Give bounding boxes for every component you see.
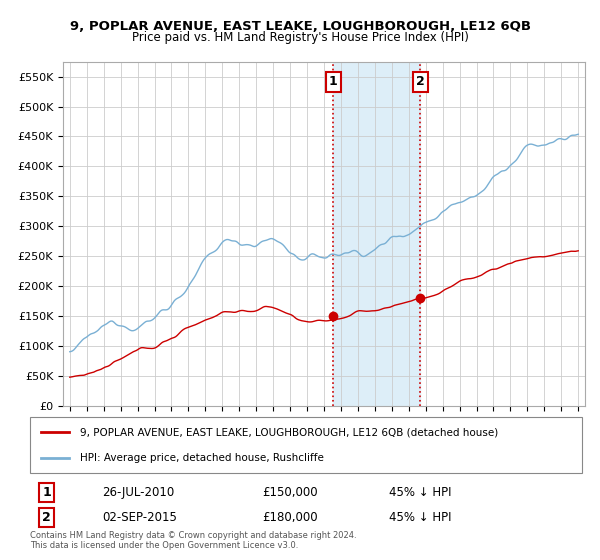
Text: £150,000: £150,000 — [262, 486, 317, 499]
Text: £180,000: £180,000 — [262, 511, 317, 524]
Text: HPI: Average price, detached house, Rushcliffe: HPI: Average price, detached house, Rush… — [80, 453, 323, 463]
FancyBboxPatch shape — [30, 417, 582, 473]
Text: Price paid vs. HM Land Registry's House Price Index (HPI): Price paid vs. HM Land Registry's House … — [131, 31, 469, 44]
Text: 9, POPLAR AVENUE, EAST LEAKE, LOUGHBOROUGH, LE12 6QB: 9, POPLAR AVENUE, EAST LEAKE, LOUGHBOROU… — [70, 20, 530, 32]
Text: 2: 2 — [42, 511, 51, 524]
Bar — [334, 62, 420, 406]
Text: 45% ↓ HPI: 45% ↓ HPI — [389, 511, 451, 524]
Text: 26-JUL-2010: 26-JUL-2010 — [102, 486, 174, 499]
Text: 45% ↓ HPI: 45% ↓ HPI — [389, 486, 451, 499]
Text: 1: 1 — [42, 486, 51, 499]
Text: 2: 2 — [416, 76, 424, 88]
Text: 9, POPLAR AVENUE, EAST LEAKE, LOUGHBOROUGH, LE12 6QB (detached house): 9, POPLAR AVENUE, EAST LEAKE, LOUGHBOROU… — [80, 427, 498, 437]
Text: Contains HM Land Registry data © Crown copyright and database right 2024.
This d: Contains HM Land Registry data © Crown c… — [30, 531, 356, 550]
Text: 1: 1 — [329, 76, 338, 88]
Text: 02-SEP-2015: 02-SEP-2015 — [102, 511, 176, 524]
